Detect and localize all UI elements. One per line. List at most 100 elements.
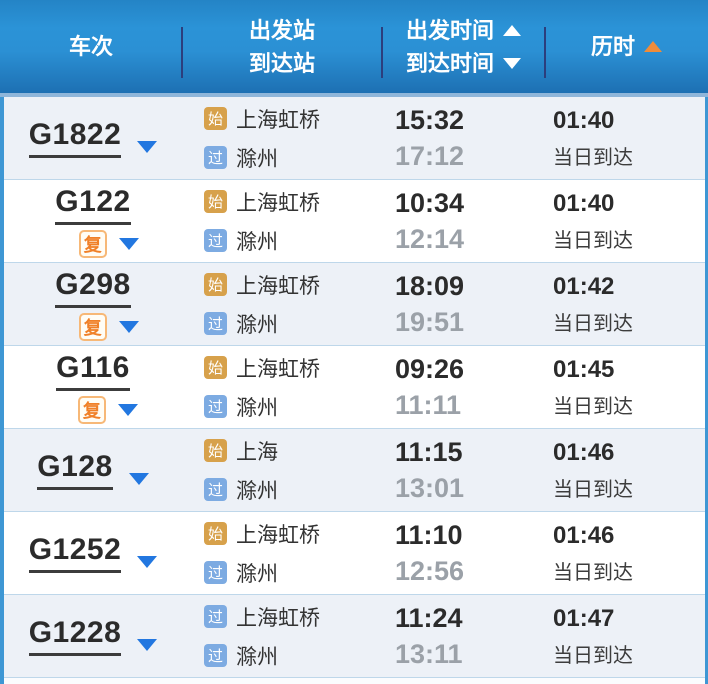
table-row: G1228 过 上海虹桥 过 滁州 11:24 13:11 01:47 当日到达: [4, 595, 705, 678]
arrive-time: 13:11: [395, 638, 463, 669]
stations-cell: 始 上海虹桥 过 滁州: [182, 346, 382, 428]
sort-desc-icon[interactable]: [503, 57, 521, 69]
header-depart-time-sort[interactable]: 出发时间: [406, 14, 521, 47]
depart-station-name: 上海虹桥: [236, 108, 320, 132]
expand-arrow-icon[interactable]: [118, 320, 139, 333]
arrive-station-badge-icon: 过: [204, 146, 227, 169]
arrive-station-name: 滁州: [236, 396, 278, 420]
duration-value: 01:40: [553, 106, 615, 134]
sort-asc-icon[interactable]: [503, 24, 521, 36]
times-cell: 09:26 11:11: [382, 346, 545, 428]
duration-value: 01:45: [553, 355, 615, 383]
train-number-link[interactable]: G1252: [28, 533, 122, 573]
fuxing-train-badge: 复: [77, 395, 106, 424]
depart-time: 11:10: [395, 519, 463, 550]
arrive-station-name: 滁州: [236, 562, 278, 586]
arrival-day-note: 当日到达: [553, 395, 633, 418]
arrival-day-note: 当日到达: [553, 561, 633, 584]
depart-time: 18:09: [395, 270, 465, 301]
duration-cell: 01:46 当日到达: [545, 512, 705, 594]
duration-cell: 01:40 当日到达: [545, 180, 705, 262]
depart-station-name: 上海虹桥: [236, 191, 320, 215]
expand-arrow-icon[interactable]: [137, 141, 158, 153]
train-number-link[interactable]: G116: [56, 351, 130, 391]
arrive-time: 12:14: [395, 223, 465, 254]
table-row: G1252 始 上海虹桥 过 滁州 11:10 12:56 01:46 当日到达: [4, 512, 705, 595]
table-row: G1822 始 上海虹桥 过 滁州 15:32 17:12 01:40 当日到达: [4, 97, 705, 180]
duration-cell: 01:47 当日到达: [545, 595, 705, 677]
arrival-day-note: 当日到达: [553, 229, 633, 252]
arrive-station-name: 滁州: [236, 645, 278, 669]
train-number-cell: G298 复: [4, 263, 182, 345]
stations-cell: 始 上海 过 滁州: [182, 429, 382, 511]
arrival-day-note: 当日到达: [553, 146, 633, 169]
train-number-link[interactable]: G1822: [28, 118, 122, 158]
header-column-divider: [181, 27, 183, 78]
stations-cell: 始 上海虹桥 过 滁州: [182, 97, 382, 179]
duration-sort-asc-active-icon[interactable]: [644, 41, 662, 52]
depart-station-name: 上海虹桥: [236, 523, 320, 547]
depart-time: 09:26: [395, 353, 465, 384]
train-number-cell: G1822: [4, 97, 182, 179]
depart-station-badge-icon: 始: [204, 439, 227, 462]
stations-cell: 始 上海虹桥 过 滁州: [182, 180, 382, 262]
train-number-link[interactable]: G122: [55, 185, 131, 225]
stations-cell: 始 上海虹桥 过 滁州: [182, 512, 382, 594]
expand-arrow-icon[interactable]: [117, 403, 138, 416]
arrive-time: 19:51: [395, 306, 465, 337]
times-cell: 18:09 19:51: [382, 263, 545, 345]
duration-cell: 01:40 当日到达: [545, 97, 705, 179]
train-number-cell: G116 复: [4, 346, 182, 428]
header-column-divider: [544, 27, 546, 78]
header-depart-station-label: 出发站: [248, 17, 315, 43]
depart-time: 11:24: [395, 602, 463, 633]
header-bottom-band: [0, 93, 708, 97]
train-number-link[interactable]: G298: [55, 268, 131, 308]
train-number-link[interactable]: G128: [37, 450, 113, 490]
expand-arrow-icon[interactable]: [118, 237, 139, 250]
depart-station-badge-icon: 始: [204, 522, 227, 545]
header-duration-label: 历时: [590, 34, 635, 59]
expand-arrow-icon[interactable]: [137, 556, 158, 568]
stations-cell: 始 上海虹桥 过 滁州: [182, 263, 382, 345]
header-column-divider: [381, 27, 383, 78]
header-duration: 历时: [545, 0, 708, 93]
arrival-day-note: 当日到达: [553, 644, 633, 667]
header-times: 出发时间 到达时间: [382, 0, 545, 93]
depart-station-badge-icon: 始: [204, 107, 227, 130]
duration-value: 01:42: [553, 272, 615, 300]
header-arrive-time-sort[interactable]: 到达时间: [406, 47, 521, 80]
expand-arrow-icon[interactable]: [137, 639, 158, 651]
depart-time: 15:32: [395, 104, 465, 135]
arrive-time: 12:56: [395, 555, 465, 586]
expand-arrow-icon[interactable]: [128, 473, 149, 485]
times-cell: 15:32 17:12: [382, 97, 545, 179]
depart-station-name: 上海虹桥: [236, 606, 320, 630]
arrive-station-badge-icon: 过: [204, 395, 227, 418]
stations-cell: 过 上海虹桥 过 滁州: [182, 595, 382, 677]
header-duration-sort[interactable]: 历时: [591, 30, 662, 63]
table-row: G128 始 上海 过 滁州 11:15 13:01 01:46 当日到达: [4, 429, 705, 512]
arrive-station-badge-icon: 过: [204, 644, 227, 667]
times-cell: 11:15 13:01: [382, 429, 545, 511]
arrive-time: 17:12: [395, 140, 465, 171]
header-arrive-time-label: 到达时间: [405, 50, 494, 76]
arrive-station-name: 滁州: [236, 479, 278, 503]
arrival-day-note: 当日到达: [553, 478, 633, 501]
depart-time: 11:15: [395, 436, 463, 467]
arrive-station-badge-icon: 过: [204, 478, 227, 501]
duration-value: 01:46: [553, 438, 615, 466]
arrive-station-badge-icon: 过: [204, 312, 227, 335]
train-number-cell: G122 复: [4, 180, 182, 262]
depart-time: 10:34: [395, 187, 465, 218]
train-number-link[interactable]: G1228: [28, 616, 122, 656]
duration-value: 01:46: [553, 521, 615, 549]
table-row: G298 复 始 上海虹桥 过 滁州 18:09 19:51: [4, 263, 705, 346]
header-depart-time-label: 出发时间: [405, 17, 494, 43]
duration-cell: 01:45 当日到达: [545, 346, 705, 428]
duration-value: 01:47: [553, 604, 615, 632]
times-cell: 11:10 12:56: [382, 512, 545, 594]
arrive-station-badge-icon: 过: [204, 561, 227, 584]
fuxing-train-badge: 复: [78, 312, 107, 341]
header-train-number: 车次: [0, 0, 182, 93]
